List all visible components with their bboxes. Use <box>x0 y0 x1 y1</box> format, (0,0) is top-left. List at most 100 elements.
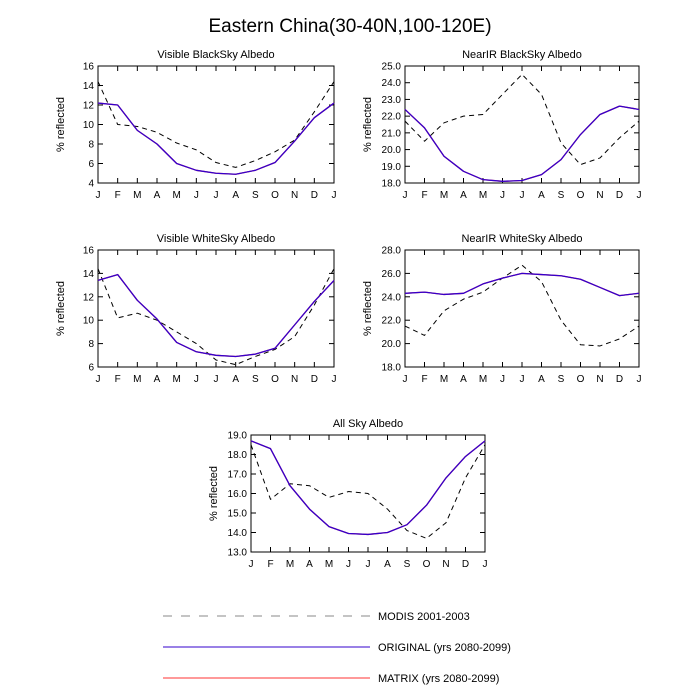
y-tick-label: 12 <box>83 101 95 112</box>
y-tick-label: 21.0 <box>382 128 402 139</box>
x-tick-label: J <box>500 190 505 201</box>
y-tick-label: 14.0 <box>228 528 248 539</box>
legend: MODIS 2001-2003 ORIGINAL (yrs 2080-2099) M… <box>163 611 511 685</box>
x-tick-label: J <box>194 190 199 201</box>
series-line <box>404 105 640 182</box>
y-tick-label: 25.0 <box>382 62 402 73</box>
plot-frame <box>404 65 640 184</box>
x-tick-label: M <box>479 374 487 385</box>
x-tick-label: O <box>577 190 585 201</box>
y-tick-label: 18.0 <box>228 450 248 461</box>
x-tick-label: A <box>232 374 239 385</box>
y-tick-label: 4 <box>88 179 94 190</box>
y-tick-label: 8 <box>88 140 94 151</box>
y-tick-label: 17.0 <box>228 470 248 481</box>
series-line <box>250 440 486 536</box>
y-tick-label: 6 <box>88 159 94 170</box>
x-tick-label: A <box>538 190 545 201</box>
figure-title: Eastern China(30-40N,100-120E) <box>208 16 491 37</box>
y-axis-label: % reflected <box>362 281 374 336</box>
y-tick-label: 8 <box>88 339 94 350</box>
x-tick-label: N <box>442 559 449 570</box>
y-tick-label: 20.0 <box>382 145 402 156</box>
x-tick-label: J <box>403 374 408 385</box>
y-axis-label: % reflected <box>55 97 67 152</box>
panel-title: Visible WhiteSky Albedo <box>157 233 275 245</box>
x-tick-label: F <box>421 374 427 385</box>
y-axis-label: % reflected <box>55 281 67 336</box>
x-tick-label: D <box>616 374 623 385</box>
y-tick-label: 18.0 <box>382 179 402 190</box>
panel-title: Visible BlackSky Albedo <box>157 49 274 61</box>
x-tick-label: J <box>366 559 371 570</box>
legend-item: ORIGINAL (yrs 2080-2099) <box>163 642 511 654</box>
x-tick-label: D <box>311 190 318 201</box>
x-tick-label: J <box>332 190 337 201</box>
x-tick-label: J <box>214 374 219 385</box>
x-tick-label: J <box>249 559 254 570</box>
legend-label: ORIGINAL (yrs 2080-2099) <box>378 642 511 654</box>
y-tick-label: 16 <box>83 246 95 257</box>
y-tick-label: 22.0 <box>382 112 402 123</box>
x-tick-label: N <box>291 190 298 201</box>
x-tick-label: J <box>520 374 525 385</box>
x-tick-label: S <box>252 374 259 385</box>
x-tick-label: S <box>252 190 259 201</box>
x-tick-label: A <box>154 190 161 201</box>
y-tick-label: 22.0 <box>382 316 402 327</box>
x-tick-label: J <box>96 374 101 385</box>
y-tick-label: 13.0 <box>228 548 248 559</box>
panel-title: NearIR BlackSky Albedo <box>462 49 582 61</box>
series-line <box>97 273 335 358</box>
x-tick-label: J <box>520 190 525 201</box>
y-tick-label: 15.0 <box>228 509 248 520</box>
x-tick-label: S <box>404 559 411 570</box>
series-line <box>250 444 486 539</box>
y-tick-label: 19.0 <box>382 162 402 173</box>
x-tick-label: M <box>440 374 448 385</box>
x-tick-label: F <box>115 374 121 385</box>
x-tick-label: A <box>538 374 545 385</box>
y-tick-label: 16.0 <box>228 489 248 500</box>
x-tick-label: A <box>306 559 313 570</box>
x-tick-label: M <box>440 190 448 201</box>
y-tick-label: 16 <box>83 62 95 73</box>
legend-label: MODIS 2001-2003 <box>378 611 470 623</box>
y-axis-label: % reflected <box>362 97 374 152</box>
x-tick-label: M <box>172 374 180 385</box>
x-tick-label: J <box>637 190 642 201</box>
x-tick-label: J <box>194 374 199 385</box>
series-line <box>404 73 640 166</box>
x-tick-label: J <box>96 190 101 201</box>
y-tick-label: 24.0 <box>382 292 402 303</box>
y-tick-label: 23.0 <box>382 95 402 106</box>
x-tick-label: O <box>271 374 279 385</box>
x-tick-label: J <box>500 374 505 385</box>
x-tick-label: J <box>346 559 351 570</box>
x-tick-label: S <box>558 374 565 385</box>
legend-item: MATRIX (yrs 2080-2099) <box>163 673 499 685</box>
x-tick-label: M <box>133 374 141 385</box>
series-line <box>250 440 486 536</box>
x-tick-label: M <box>325 559 333 570</box>
x-tick-label: F <box>267 559 273 570</box>
x-tick-label: M <box>479 190 487 201</box>
plot-frame <box>404 249 640 368</box>
x-tick-label: J <box>483 559 488 570</box>
x-tick-label: A <box>384 559 391 570</box>
y-tick-label: 10 <box>83 120 95 131</box>
series-line <box>404 272 640 297</box>
x-tick-label: M <box>133 190 141 201</box>
series-line <box>97 102 335 175</box>
x-tick-label: A <box>460 374 467 385</box>
x-tick-label: D <box>462 559 469 570</box>
x-tick-label: O <box>423 559 431 570</box>
x-tick-label: F <box>421 190 427 201</box>
x-tick-label: M <box>286 559 294 570</box>
x-tick-label: O <box>271 190 279 201</box>
